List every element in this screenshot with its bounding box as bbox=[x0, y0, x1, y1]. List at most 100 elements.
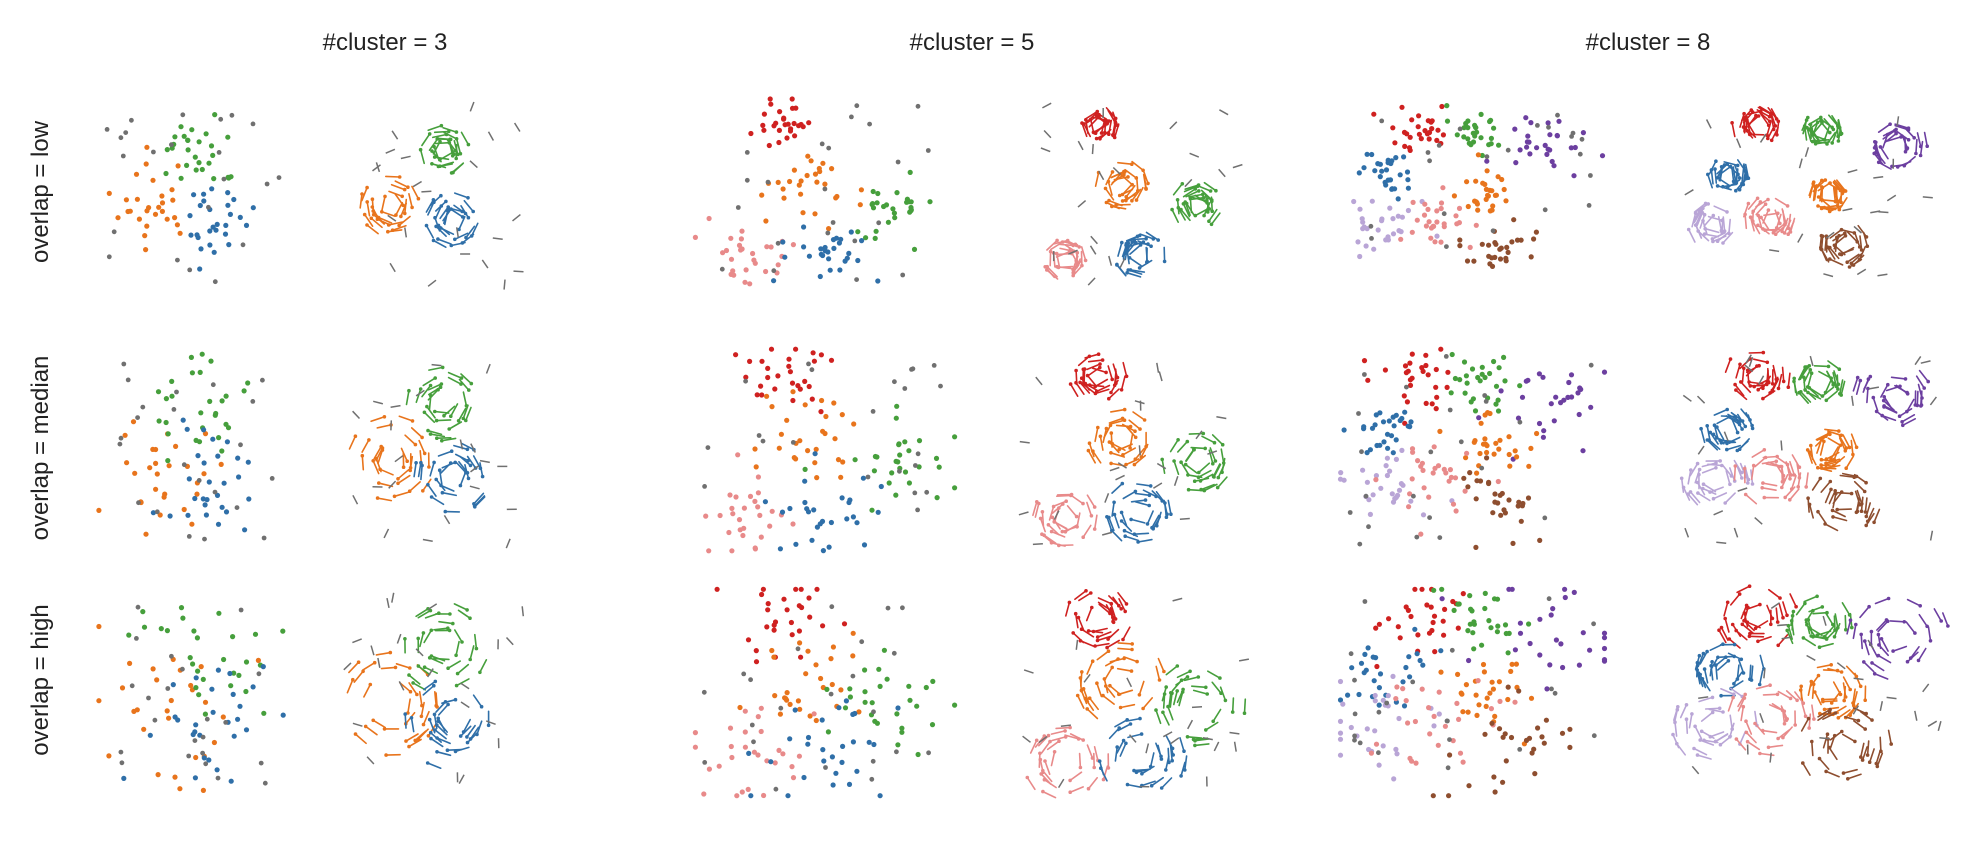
flow-arrow bbox=[1716, 185, 1732, 191]
flow-arrow-head bbox=[1710, 710, 1715, 715]
flow-arrow-head bbox=[1204, 199, 1208, 203]
data-point bbox=[786, 356, 792, 362]
data-point bbox=[820, 548, 827, 554]
flow-arrow bbox=[454, 746, 470, 753]
data-point bbox=[169, 187, 175, 193]
noise-point bbox=[702, 760, 708, 765]
noise-arrow bbox=[1745, 354, 1752, 364]
flow-arrow-head bbox=[1775, 692, 1780, 697]
data-point bbox=[1488, 135, 1494, 141]
noise-arrow bbox=[427, 279, 437, 287]
data-point bbox=[1465, 203, 1471, 210]
noise-arrow bbox=[1195, 430, 1203, 440]
noise-point bbox=[187, 267, 193, 273]
flow-arrow bbox=[1923, 131, 1928, 147]
flow-arrow-head bbox=[1061, 502, 1065, 506]
flow-arrow bbox=[1050, 241, 1064, 251]
data-point bbox=[813, 446, 819, 452]
flow-arrow bbox=[434, 216, 441, 232]
flow-arrow bbox=[1865, 502, 1871, 518]
data-point bbox=[830, 237, 837, 243]
flow-arrow-head bbox=[1761, 481, 1765, 485]
data-point bbox=[178, 175, 184, 181]
flow-arrow-head bbox=[1867, 760, 1872, 764]
data-point bbox=[1440, 185, 1446, 191]
flow-arrow-head bbox=[1853, 739, 1857, 744]
flow-arrow bbox=[1064, 523, 1079, 533]
flow-arrow-head bbox=[1170, 691, 1174, 695]
data-point bbox=[1444, 103, 1450, 109]
flow-arrow bbox=[1805, 619, 1811, 635]
flow-arrow-head bbox=[1686, 227, 1691, 232]
flow-arrow bbox=[366, 224, 379, 235]
data-point bbox=[1566, 379, 1572, 386]
noise-arrow bbox=[1156, 462, 1167, 470]
data-point bbox=[1526, 463, 1532, 469]
noise-point bbox=[705, 445, 711, 450]
data-point bbox=[1547, 662, 1553, 668]
data-point bbox=[196, 692, 202, 698]
flow-arrow-head bbox=[1705, 424, 1709, 428]
noise-arrow bbox=[1169, 121, 1178, 130]
data-point bbox=[211, 176, 217, 182]
flow-arrow bbox=[1708, 160, 1717, 175]
data-point bbox=[814, 586, 820, 592]
flow-arrow bbox=[1829, 228, 1843, 239]
data-point bbox=[1536, 420, 1543, 427]
data-point bbox=[1407, 134, 1413, 140]
flow-arrow-head bbox=[465, 740, 470, 745]
flow-arrow bbox=[1831, 509, 1846, 518]
flow-arrow bbox=[1863, 661, 1875, 673]
data-point bbox=[1473, 178, 1479, 184]
data-point bbox=[1528, 120, 1534, 126]
flow-arrow bbox=[431, 150, 442, 163]
noise-point bbox=[152, 717, 158, 723]
noise-arrow bbox=[372, 164, 381, 172]
flow-arrow-head bbox=[1215, 485, 1220, 490]
data-point bbox=[1374, 663, 1380, 670]
noise-arrow bbox=[1937, 721, 1942, 731]
flow-arrow-head bbox=[424, 223, 429, 228]
flow-arrow-head bbox=[1839, 490, 1844, 494]
data-point bbox=[757, 512, 763, 519]
data-point bbox=[1548, 612, 1554, 618]
data-point bbox=[1489, 188, 1495, 194]
flow-arrow-head bbox=[1045, 264, 1049, 269]
data-point bbox=[1432, 239, 1438, 245]
flow-arrow-head bbox=[1183, 200, 1187, 204]
flow-arrow-head bbox=[1071, 273, 1075, 278]
flow-arrow-head bbox=[464, 418, 468, 423]
noise-arrow bbox=[1184, 178, 1193, 188]
flow-arrow-head bbox=[1149, 244, 1153, 248]
flow-arrow bbox=[429, 461, 435, 477]
data-point bbox=[166, 715, 172, 721]
flow-arrow bbox=[1050, 530, 1066, 538]
flow-arrow bbox=[411, 185, 420, 200]
flow-arrow bbox=[1212, 463, 1221, 478]
noise-point bbox=[910, 366, 916, 372]
flow-arrow bbox=[1119, 703, 1136, 709]
flow-arrow-head bbox=[1816, 465, 1820, 470]
data-point bbox=[1506, 451, 1512, 458]
data-point bbox=[820, 160, 826, 166]
flow-arrow-head bbox=[468, 616, 472, 620]
flow-arrow bbox=[1754, 722, 1765, 735]
data-point bbox=[208, 358, 214, 364]
flow-arrow bbox=[1743, 612, 1749, 628]
flow-arrow bbox=[1846, 619, 1852, 635]
data-point bbox=[830, 782, 836, 788]
data-point bbox=[1512, 699, 1518, 705]
flow-arrow bbox=[1884, 132, 1897, 144]
data-point bbox=[1363, 243, 1369, 249]
data-point bbox=[735, 452, 741, 458]
noise-arrow bbox=[1213, 741, 1220, 752]
data-point bbox=[1372, 698, 1378, 704]
data-point bbox=[193, 754, 199, 761]
flow-arrow-head bbox=[1864, 480, 1868, 485]
flow-arrow-head bbox=[429, 628, 434, 633]
flow-arrow-head bbox=[486, 723, 491, 728]
flow-arrow-head bbox=[1038, 516, 1043, 521]
data-point bbox=[1482, 731, 1488, 737]
data-point bbox=[236, 474, 242, 480]
data-point bbox=[1467, 593, 1473, 599]
